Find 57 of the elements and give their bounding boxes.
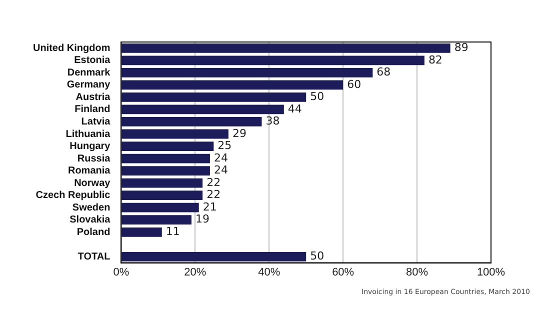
- data-label: 50: [310, 90, 324, 104]
- y-tick-label: Czech Republic: [36, 190, 111, 202]
- data-label: 22: [206, 176, 221, 189]
- data-label: 11: [166, 224, 180, 238]
- y-tick-label: United Kingdom: [32, 42, 110, 54]
- y-tick-label: Hungary: [70, 141, 111, 152]
- x-tick-label: 60%: [332, 266, 354, 278]
- bar: [122, 68, 373, 78]
- y-tick-label: Norway: [74, 178, 111, 189]
- data-label: 44: [288, 102, 302, 116]
- x-tick-label: 40%: [258, 266, 280, 278]
- y-tick-label: Sweden: [72, 202, 110, 214]
- y-tick-label: Romania: [68, 166, 111, 177]
- x-tick-label: 0%: [113, 266, 130, 278]
- data-label: 21: [202, 200, 217, 214]
- bar: [122, 129, 228, 139]
- y-tick-label: Denmark: [67, 67, 111, 78]
- data-label: 89: [454, 40, 468, 54]
- data-label: 24: [214, 151, 228, 164]
- y-tick-label: Poland: [76, 226, 110, 238]
- data-label: 38: [266, 114, 280, 128]
- x-tick-label: 100%: [476, 266, 506, 278]
- y-tick-label: Latvia: [81, 116, 111, 128]
- data-label: 22: [206, 188, 221, 202]
- bar: [122, 117, 262, 126]
- bar: [122, 252, 306, 262]
- y-tick-label: Austria: [76, 92, 111, 103]
- bar: [122, 154, 210, 164]
- y-tick-label: Estonia: [74, 55, 111, 66]
- bar: [122, 202, 199, 212]
- bar: [122, 178, 203, 188]
- data-label: 19: [195, 212, 210, 226]
- bar: [122, 56, 424, 66]
- x-tick-label: 80%: [406, 266, 428, 278]
- bar: [122, 215, 192, 225]
- data-label: 24: [214, 164, 228, 177]
- bar: [122, 104, 284, 114]
- y-tick-label: Germany: [66, 80, 111, 91]
- data-label: 60: [347, 78, 362, 91]
- data-label: 25: [218, 139, 232, 152]
- data-label: 68: [376, 66, 391, 79]
- y-tick-label: Russia: [77, 153, 111, 164]
- x-tick-label: 20%: [184, 266, 206, 278]
- bar: [122, 227, 162, 237]
- y-tick-label: Finland: [74, 104, 110, 116]
- y-tick-label: Slovakia: [70, 214, 111, 226]
- bar: [122, 166, 210, 176]
- y-tick-label: TOTAL: [78, 251, 110, 262]
- data-label: 82: [428, 53, 442, 66]
- bar: [122, 43, 450, 53]
- bar: [122, 80, 344, 90]
- bar: [122, 92, 306, 102]
- y-tick-label: Lithuania: [66, 128, 111, 140]
- bar: [122, 142, 214, 151]
- data-label: 50: [310, 250, 324, 263]
- bar: [122, 190, 203, 200]
- data-label: 29: [232, 126, 246, 140]
